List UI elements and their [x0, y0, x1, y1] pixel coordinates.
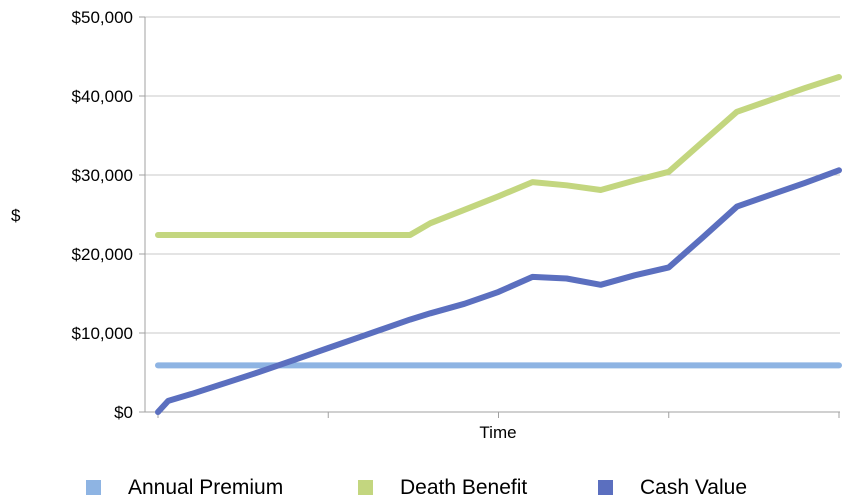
y-tick-label: $40,000: [72, 87, 133, 106]
y-tick-label: $50,000: [72, 8, 133, 27]
legend-item-annual-premium: Annual Premium: [86, 474, 283, 501]
gridlines: [139, 16, 840, 413]
legend-swatch-death-benefit: [358, 480, 373, 495]
y-tick-label: $0: [114, 403, 133, 422]
legend-label-cash-value: Cash Value: [640, 476, 748, 499]
legend-item-cash-value: Cash Value: [598, 474, 747, 501]
legend-label-death-benefit: Death Benefit: [400, 476, 528, 499]
series-line-death-benefit: [155, 74, 842, 238]
y-tick-label: $20,000: [72, 245, 133, 264]
line-chart: $0 $10,000 $20,000 $30,000 $40,000 $50,000 Ti…: [11, 8, 842, 442]
y-tick-labels: $0 $10,000 $20,000 $30,000 $40,000 $50,000: [72, 8, 133, 422]
axes: [144, 17, 840, 413]
legend: Annual Premium Death Benefit Cash Value: [0, 474, 847, 501]
x-axis-label: Time: [479, 423, 516, 442]
y-tick-label: $30,000: [72, 166, 133, 185]
series-lines: [155, 74, 842, 415]
legend-swatch-annual-premium: [86, 480, 101, 495]
y-axis-label: $: [11, 206, 21, 225]
series-line-cash-value: [155, 167, 842, 415]
legend-swatch-cash-value: [598, 480, 613, 495]
legend-item-death-benefit: Death Benefit: [358, 474, 527, 501]
x-ticks: [157, 412, 840, 418]
legend-label-annual-premium: Annual Premium: [128, 476, 284, 499]
y-tick-label: $10,000: [72, 324, 133, 343]
